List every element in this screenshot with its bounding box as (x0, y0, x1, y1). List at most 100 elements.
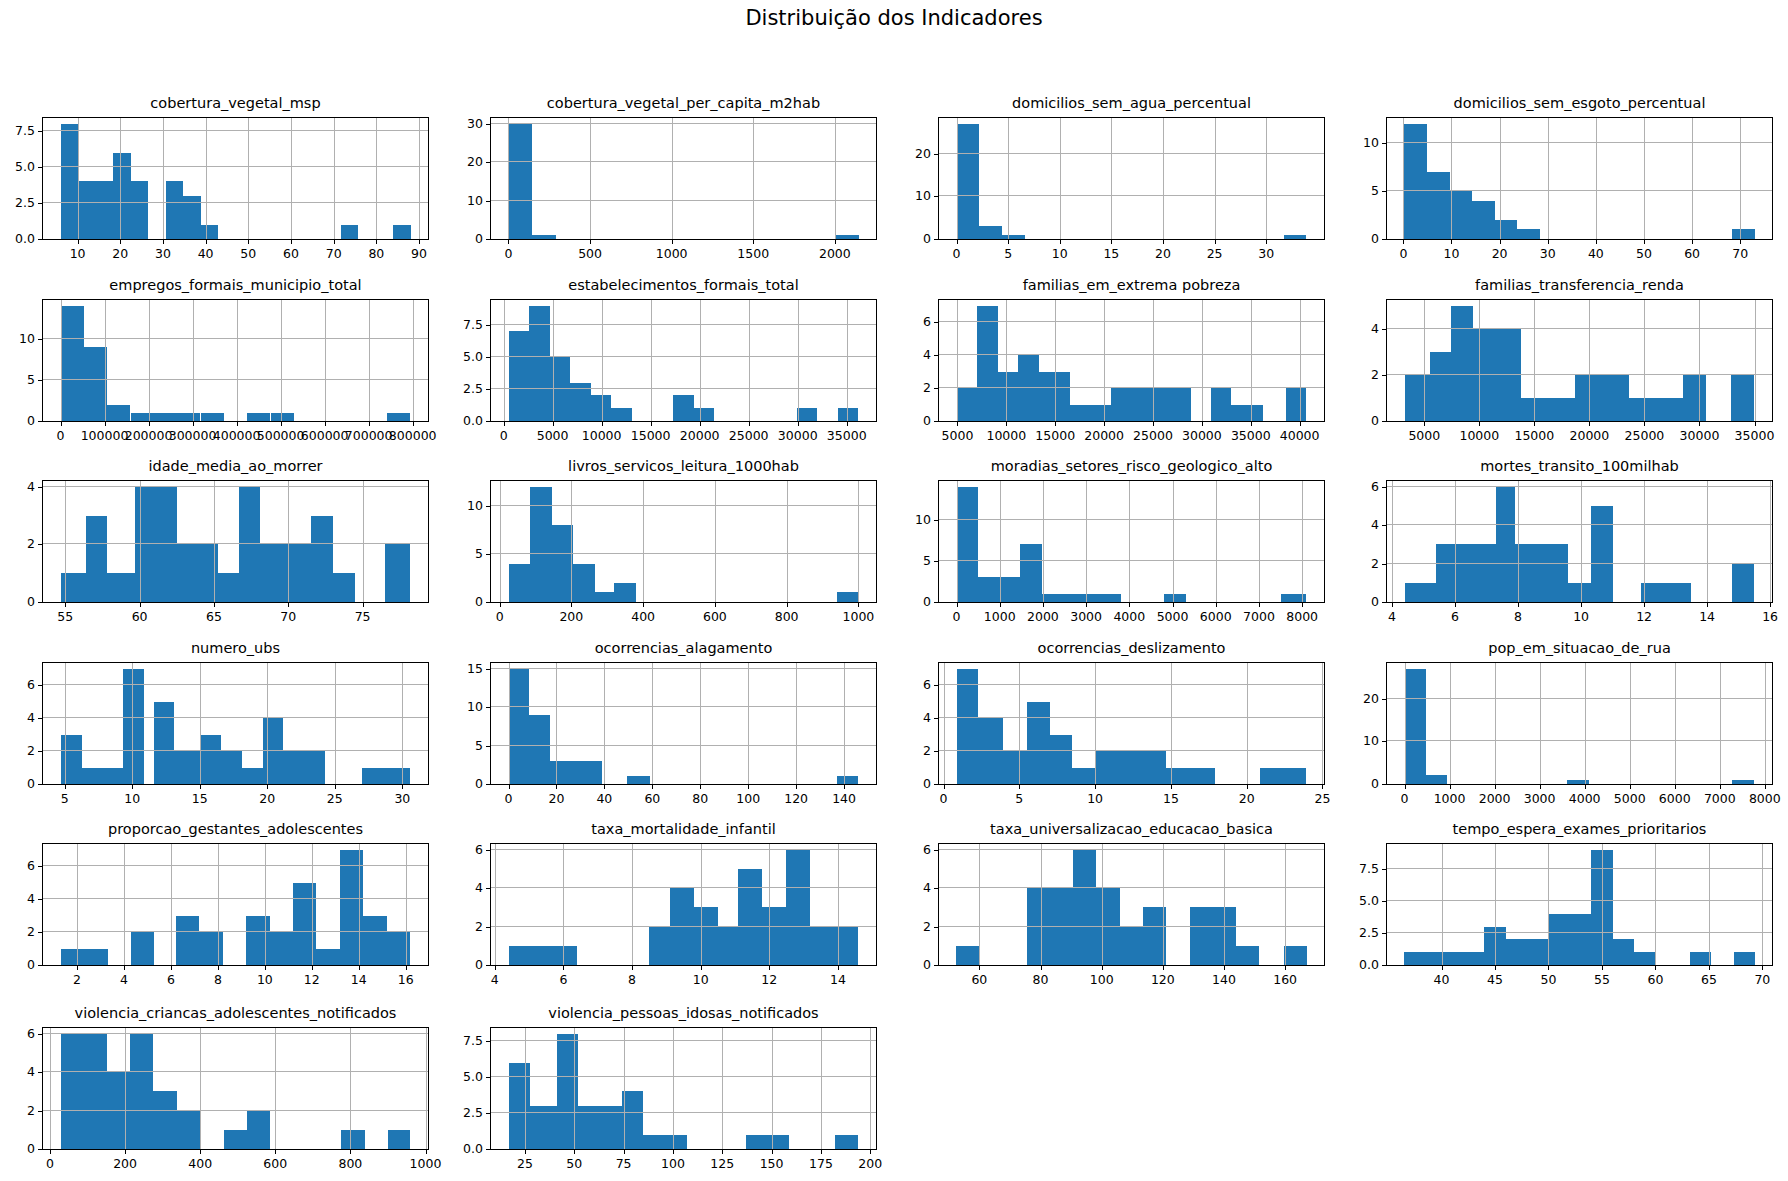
y-tick-mark (1382, 421, 1386, 422)
y-tick-label: 2.5 (0, 195, 35, 210)
histogram-bar (341, 1130, 364, 1149)
gridline-vertical (1224, 844, 1225, 965)
histogram-bar (1120, 927, 1143, 965)
gridline-horizontal (43, 543, 428, 544)
x-tick-mark (957, 422, 958, 426)
histogram-subplot-livros-servicos-leitura-1000hab: livros_servicos_leitura_1000hab020040060… (490, 480, 877, 603)
x-tick-label: 30 (357, 791, 447, 806)
x-tick-mark (700, 422, 701, 426)
x-tick-mark (722, 1150, 723, 1154)
y-tick-mark (934, 520, 938, 521)
x-tick-mark (61, 422, 62, 426)
gridline-vertical (200, 663, 201, 784)
x-tick-mark (748, 785, 749, 789)
gridline-horizontal (491, 356, 876, 357)
gridline-horizontal (939, 321, 1324, 322)
histogram-bar (998, 372, 1019, 421)
histogram-bar (177, 413, 200, 421)
gridline-vertical (65, 481, 66, 602)
histogram-bar (1427, 172, 1450, 239)
gridline-vertical (1755, 300, 1756, 421)
y-tick-label: 4 (0, 1064, 35, 1079)
gridline-vertical (140, 481, 141, 602)
subplot-title: ocorrencias_alagamento (595, 640, 773, 656)
gridline-vertical (796, 663, 797, 784)
histogram-bar (393, 225, 411, 239)
histogram-bar (131, 932, 154, 965)
x-tick-mark (350, 1150, 351, 1154)
y-tick-label: 4 (0, 710, 35, 725)
x-tick-mark (171, 966, 172, 970)
x-tick-mark (700, 785, 701, 789)
y-tick-label: 2 (1335, 556, 1379, 571)
y-tick-mark (486, 357, 490, 358)
histogram-bar (1050, 735, 1073, 784)
gridline-vertical (1548, 118, 1549, 239)
x-tick-mark (193, 422, 194, 426)
gridline-vertical (1709, 844, 1710, 965)
figure-canvas: Distribuição dos Indicadores cobertura_v… (0, 0, 1788, 1181)
histogram-subplot-moradias-setores-risco-geologico-alto: moradias_setores_risco_geologico_alto010… (938, 480, 1325, 603)
gridline-horizontal (1387, 142, 1772, 143)
histogram-bar (746, 1135, 789, 1149)
gridline-vertical (1102, 844, 1103, 965)
y-tick-label: 0 (439, 231, 483, 246)
gridline-vertical (504, 300, 505, 421)
gridline-vertical (1153, 300, 1154, 421)
x-tick-mark (1534, 422, 1535, 426)
y-tick-label: 4 (1335, 517, 1379, 532)
histogram-bar (694, 408, 715, 421)
gridline-horizontal (491, 1112, 876, 1113)
gridline-vertical (1707, 481, 1708, 602)
histogram-bar (201, 413, 224, 421)
gridline-vertical (944, 663, 945, 784)
x-tick-mark (632, 966, 633, 970)
x-tick-mark (574, 1150, 575, 1154)
histogram-bar (1472, 201, 1495, 239)
subplot-title: estabelecimentos_formais_total (568, 277, 798, 293)
y-tick-mark (934, 888, 938, 889)
plot-area (939, 481, 1324, 602)
y-tick-mark (486, 554, 490, 555)
gridline-horizontal (43, 202, 428, 203)
gridline-vertical (652, 663, 653, 784)
histogram-subplot-domicilios-sem-agua-percentual: domicilios_sem_agua_percentual0510152025… (938, 117, 1325, 240)
histogram-bar (177, 544, 219, 602)
histogram-subplot-estabelecimentos-formais-total: estabelecimentos_formais_total0500010000… (490, 299, 877, 422)
x-tick-mark (1755, 422, 1756, 426)
histogram-subplot-taxa-universalizacao-educacao-basica: taxa_universalizacao_educacao_basica6080… (938, 843, 1325, 966)
gridline-vertical (77, 844, 78, 965)
x-tick-mark (1392, 603, 1393, 607)
gridline-vertical (426, 1028, 427, 1149)
gridline-vertical (604, 663, 605, 784)
gridline-vertical (1518, 481, 1519, 602)
x-tick-mark (835, 240, 836, 244)
gridline-vertical (821, 1028, 822, 1149)
y-tick-mark (1382, 602, 1386, 603)
x-tick-mark (1247, 785, 1248, 789)
y-tick-label: 2 (0, 536, 35, 551)
y-tick-mark (1382, 375, 1386, 376)
gridline-vertical (787, 481, 788, 602)
x-tick-mark (753, 240, 754, 244)
histogram-bar (283, 751, 325, 784)
plot-area (491, 1028, 876, 1149)
y-tick-mark (1382, 143, 1386, 144)
gridline-vertical (376, 118, 377, 239)
y-tick-mark (934, 965, 938, 966)
x-tick-mark (1043, 603, 1044, 607)
gridline-vertical (1699, 300, 1700, 421)
y-tick-mark (38, 718, 42, 719)
histogram-bar (1018, 355, 1039, 421)
y-tick-label: 0 (0, 1141, 35, 1156)
y-tick-mark (486, 239, 490, 240)
histogram-bar (201, 735, 221, 784)
y-tick-mark (1382, 869, 1386, 870)
histogram-bar (387, 413, 410, 421)
gridline-horizontal (43, 750, 428, 751)
gridline-vertical (838, 844, 839, 965)
y-tick-label: 4 (887, 347, 931, 362)
y-tick-mark (486, 927, 490, 928)
gridline-horizontal (43, 865, 428, 866)
x-tick-label: 500 (545, 246, 635, 261)
